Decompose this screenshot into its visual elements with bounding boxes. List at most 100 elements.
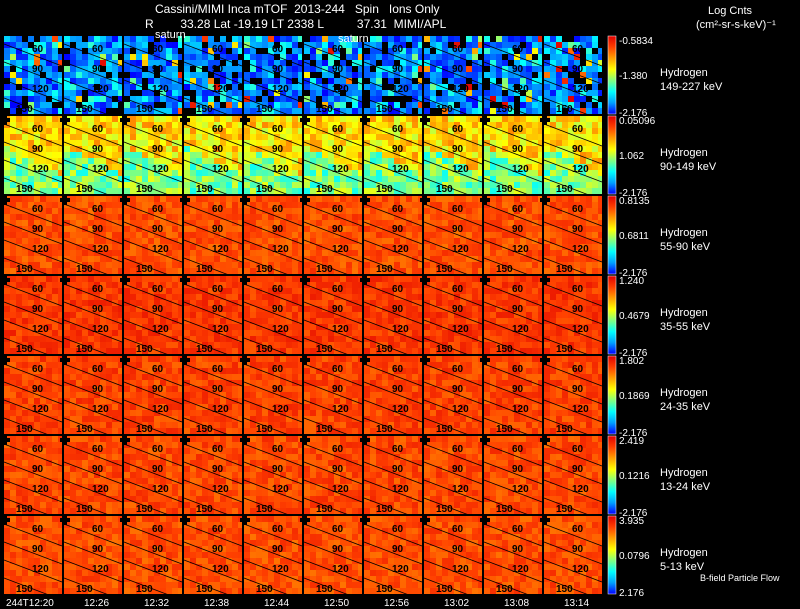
contour-label: 90 <box>332 304 344 315</box>
species-label: Hydrogen <box>660 467 708 479</box>
contour-label: 150 <box>196 264 213 275</box>
contour-label: 150 <box>496 264 513 275</box>
contour-label: 60 <box>332 524 344 535</box>
contour-line <box>3 479 63 503</box>
mask-marker <box>363 435 367 445</box>
contour-label: 60 <box>272 444 284 455</box>
contour-line <box>63 123 123 147</box>
contour-line <box>243 141 303 165</box>
colorbar-max-label: 1.802 <box>619 356 644 367</box>
contour-label: 120 <box>272 84 289 95</box>
contour-label: 150 <box>436 184 453 195</box>
contour-line <box>303 203 363 227</box>
colorbar-max-label: 3.935 <box>619 516 644 527</box>
colorbar-mid-label: 0.1216 <box>619 471 650 482</box>
contour-label: 60 <box>572 284 584 295</box>
mask-marker <box>63 115 67 125</box>
time-tick-label: 12:26 <box>84 598 109 609</box>
frame-divider <box>542 36 544 114</box>
contour-line <box>543 43 603 67</box>
frame-divider <box>122 276 124 354</box>
mask-marker <box>63 275 67 285</box>
species-label: Hydrogen <box>660 547 708 559</box>
contour-label: 60 <box>212 524 224 535</box>
contour-line <box>3 523 63 547</box>
contour-line <box>363 159 423 183</box>
mask-marker <box>123 115 127 125</box>
mask-marker <box>303 275 307 285</box>
contour-label: 60 <box>512 124 524 135</box>
contour-line <box>303 141 363 165</box>
contour-line <box>363 319 423 343</box>
contour-label: 120 <box>272 244 289 255</box>
contour-line <box>483 541 543 565</box>
contour-line <box>243 559 303 583</box>
contour-line <box>483 363 543 387</box>
contour-label: 150 <box>376 424 393 435</box>
contour-line <box>363 239 423 263</box>
contour-line <box>303 319 363 343</box>
contour-line <box>483 61 543 85</box>
contour-label: 150 <box>556 584 573 595</box>
contour-line <box>363 381 423 405</box>
species-label: Hydrogen <box>660 147 708 159</box>
contour-label: 90 <box>332 224 344 235</box>
contour-label: 150 <box>316 184 333 195</box>
mask-marker <box>303 195 307 205</box>
contour-label: 90 <box>212 144 224 155</box>
contour-label: 60 <box>152 524 164 535</box>
contour-line <box>63 159 123 183</box>
mask-marker <box>63 515 67 525</box>
frame-divider <box>362 36 364 114</box>
contour-line <box>543 319 603 343</box>
contour-label: 60 <box>212 284 224 295</box>
contour-line <box>183 559 243 583</box>
contour-line <box>183 203 243 227</box>
contour-label: 90 <box>32 384 44 395</box>
frame-divider <box>62 36 64 114</box>
contour-label: 60 <box>92 524 104 535</box>
contour-label: 90 <box>152 64 164 75</box>
saturn-label: saturn <box>338 33 369 45</box>
frame-divider <box>422 196 424 274</box>
contour-label: 60 <box>572 444 584 455</box>
contour-label: 90 <box>92 144 104 155</box>
contour-line <box>483 461 543 485</box>
contour-label: 150 <box>76 584 93 595</box>
contour-label: 90 <box>272 464 284 475</box>
contour-line <box>123 159 183 183</box>
contour-line <box>183 443 243 467</box>
contour-line <box>363 541 423 565</box>
contour-label: 60 <box>332 124 344 135</box>
contour-label: 150 <box>316 104 333 115</box>
contour-label: 120 <box>332 404 349 415</box>
contour-line <box>3 443 63 467</box>
mask-marker <box>423 515 427 525</box>
contour-label: 120 <box>272 404 289 415</box>
time-tick-label: 12:50 <box>324 598 349 609</box>
contour-label: 150 <box>16 104 33 115</box>
contour-label: 120 <box>332 84 349 95</box>
contour-line <box>363 43 423 67</box>
contour-line <box>243 461 303 485</box>
contour-line <box>303 479 363 503</box>
mask-marker <box>243 435 247 445</box>
contour-label: 90 <box>452 384 464 395</box>
mask-marker <box>3 515 7 525</box>
mask-marker <box>183 435 187 445</box>
contour-line <box>423 141 483 165</box>
frame-divider <box>602 196 604 274</box>
contour-label: 150 <box>376 584 393 595</box>
frame-divider <box>302 116 304 194</box>
contour-line <box>183 541 243 565</box>
energy-label: 35-55 keV <box>660 321 711 333</box>
contour-line <box>243 319 303 343</box>
contour-label: 150 <box>556 184 573 195</box>
contour-line <box>63 43 123 67</box>
frame-divider <box>422 436 424 514</box>
contour-label: 90 <box>392 304 404 315</box>
contour-line <box>303 221 363 245</box>
contour-label: 60 <box>272 124 284 135</box>
contour-line <box>243 363 303 387</box>
contour-label: 120 <box>272 484 289 495</box>
